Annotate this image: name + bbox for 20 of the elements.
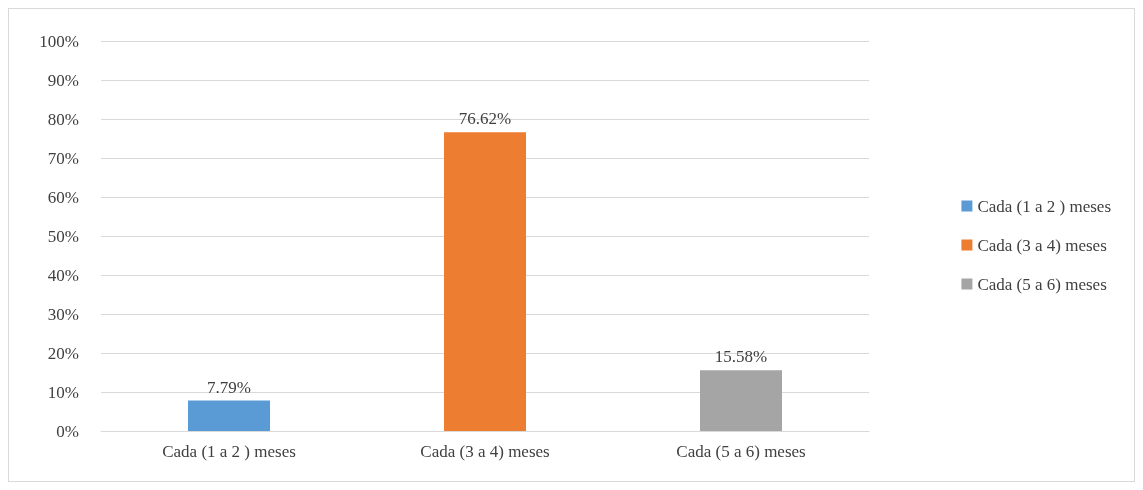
y-tick-label: 20% <box>47 343 79 363</box>
x-tick-label: Cada (3 a 4) meses <box>420 442 550 461</box>
y-tick-label: 100% <box>39 31 79 51</box>
y-tick-label: 80% <box>47 109 79 129</box>
data-label: 7.79% <box>207 377 251 397</box>
y-tick-label: 50% <box>47 226 79 246</box>
data-label: 76.62% <box>458 109 512 129</box>
y-tick-label: 70% <box>47 148 79 168</box>
y-tick-label: 30% <box>47 304 79 324</box>
x-tick-label: Cada (1 a 2 ) meses <box>162 442 296 461</box>
legend-label: Cada (3 a 4) meses <box>977 235 1107 255</box>
data-label: 15.58% <box>714 347 768 367</box>
y-tick-label: 40% <box>47 265 79 285</box>
y-tick-label: 90% <box>47 70 79 90</box>
y-tick-label: 60% <box>47 187 79 207</box>
legend-label: Cada (5 a 6) meses <box>977 274 1107 294</box>
y-tick-label: 0% <box>56 421 79 441</box>
x-tick-label: Cada (5 a 6) meses <box>676 442 806 461</box>
legend-label: Cada (1 a 2 ) meses <box>977 196 1111 216</box>
y-tick-label: 10% <box>47 382 79 402</box>
